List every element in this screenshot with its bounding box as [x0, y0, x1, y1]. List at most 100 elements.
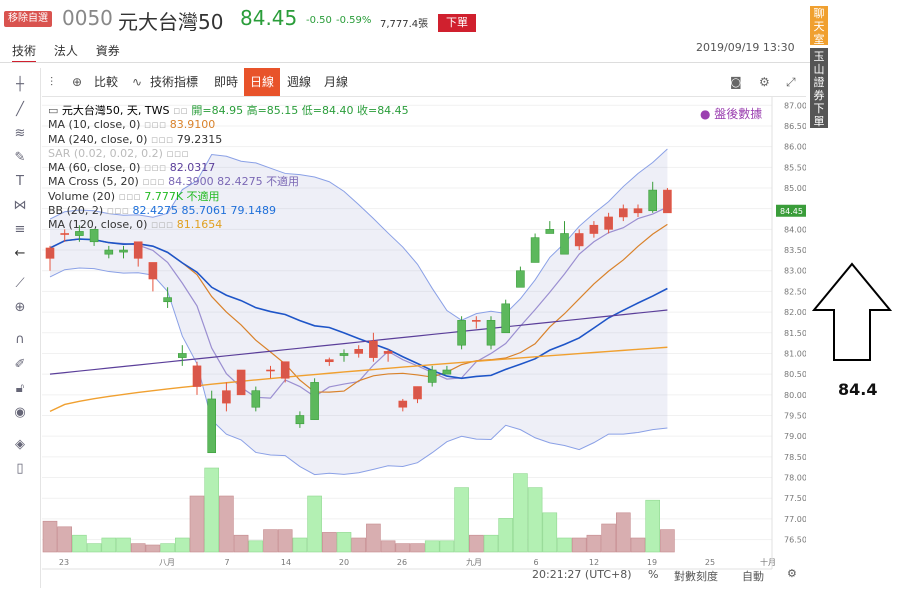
y-tick-label: 79.00 [784, 432, 806, 441]
candle-body [280, 361, 290, 379]
x-tick-label: 20 [339, 558, 349, 567]
volume-bar [86, 543, 102, 553]
y-tick-label: 81.50 [784, 329, 806, 338]
crosshair-icon[interactable]: ┼ [16, 77, 24, 92]
volume-bar [454, 487, 469, 553]
intraday-button[interactable]: 即時 [214, 75, 239, 89]
remove-watchlist-button[interactable]: 移除自選 [4, 11, 52, 27]
ruler-icon[interactable]: ⟋ [15, 276, 25, 291]
compare-icon[interactable]: ⊕ [72, 75, 83, 89]
price-chart[interactable]: 87.0086.5086.0085.5085.0084.5084.0083.50… [42, 97, 806, 585]
settings-icon[interactable]: ⚙ [787, 567, 797, 580]
clock-text: 20:21:27 (UTC+8) [532, 568, 632, 581]
y-tick-label: 86.50 [784, 122, 806, 131]
fibonacci-icon[interactable]: ≋ [14, 126, 26, 141]
candle-body [119, 249, 128, 253]
x-tick-label: 14 [281, 558, 291, 567]
legend-controls-icon[interactable]: ▫▫▫ [147, 132, 177, 146]
x-tick-label: 26 [397, 558, 407, 567]
back-arrow-icon[interactable]: ← [14, 246, 26, 261]
broker-order-button[interactable]: 玉山證券下單 [810, 48, 828, 128]
legend-line-label: SAR (0.02, 0.02, 0.2) [48, 146, 163, 160]
zoom-in-icon[interactable]: ⊕ [14, 300, 26, 315]
eye-icon[interactable]: ◉ [14, 405, 26, 420]
volume-bar [263, 529, 278, 553]
stock-code: 0050 [62, 6, 113, 30]
legend-title-row: ▭ 元大台灣50, 天, TWS ▫▫ 開=84.95 高=85.15 低=84… [48, 104, 409, 117]
x-tick-label: 八月 [159, 558, 175, 567]
legend-line: MA (60, close, 0) ▫▫▫ 82.0317 [48, 161, 409, 175]
candle-body [383, 351, 393, 354]
tab-margin[interactable]: 資券 [95, 44, 120, 58]
legend-line-label: MA (120, close, 0) [48, 218, 148, 232]
legend-controls-icon[interactable]: ▫▫▫ [138, 175, 169, 189]
percent-toggle[interactable]: % [648, 568, 659, 581]
ma-cross-fast-line [49, 206, 668, 399]
bollinger-band-fill [50, 149, 668, 475]
chat-room-button[interactable]: 聊天室 [810, 6, 828, 46]
candle-body [604, 216, 613, 230]
compare-button[interactable]: 比較 [94, 75, 119, 89]
legend-controls-icon[interactable]: ▫▫▫ [140, 118, 170, 132]
order-button[interactable]: 下單 [438, 14, 476, 32]
after-hours-label[interactable]: ● 盤後數據 [700, 107, 763, 121]
tab-technical[interactable]: 技術 [12, 44, 37, 63]
log-scale-toggle[interactable]: 對數刻度 [674, 570, 718, 583]
indicators-button[interactable]: 技術指標 [150, 75, 199, 89]
y-tick-label: 83.50 [784, 246, 806, 255]
volume-bar [586, 534, 602, 553]
auto-scale-toggle[interactable]: 自動 [742, 570, 764, 583]
candle-body [442, 369, 452, 375]
candle-body [427, 369, 437, 383]
lock-drawing-icon[interactable]: ✐ [14, 357, 26, 372]
tab-institutional[interactable]: 法人 [53, 44, 78, 58]
trash-icon[interactable]: ▯ [16, 461, 24, 476]
volume-bar [42, 520, 58, 553]
candle-body [60, 233, 70, 235]
price-change: -0.50 [306, 15, 332, 26]
legend-controls-icon[interactable]: ▫▫▫ [162, 146, 189, 160]
x-tick-label: 十月 [760, 557, 776, 567]
fullscreen-icon[interactable]: ⤢ [786, 75, 796, 89]
candle-body [618, 208, 628, 218]
pattern-icon[interactable]: ⋈ [13, 198, 27, 213]
volume-bar [557, 537, 572, 553]
x-tick-label: 12 [589, 558, 599, 567]
candle-body [413, 386, 422, 400]
magnet-icon[interactable]: ∩ [15, 332, 25, 347]
indicator-icon[interactable]: ∿ [132, 75, 143, 89]
layers-icon[interactable]: ◈ [15, 437, 25, 452]
brush-icon[interactable]: ✎ [14, 150, 26, 165]
candle-body [148, 262, 158, 280]
monthly-button[interactable]: 月線 [324, 75, 349, 89]
text-tool-icon[interactable]: T [16, 174, 24, 189]
legend-controls-icon[interactable]: ▫▫▫ [115, 189, 145, 203]
y-tick-label: 80.50 [784, 370, 806, 379]
weekly-button[interactable]: 週線 [287, 75, 312, 89]
trend-line-icon[interactable]: ╱ [16, 102, 24, 117]
camera-icon[interactable]: ◙ [730, 75, 742, 89]
candle-body [75, 231, 84, 236]
legend-line-label: MA (240, close, 0) [48, 132, 148, 146]
candle-body [251, 390, 261, 408]
candle-body [354, 349, 364, 354]
legend-line: MA Cross (5, 20) ▫▫▫ 84.3900 82.4275 不適用 [48, 175, 409, 189]
candle-body [133, 241, 143, 259]
volume-bar [615, 512, 631, 553]
daily-button[interactable]: 日線 [244, 68, 281, 96]
legend-controls-icon[interactable]: ▫▫▫ [147, 218, 177, 232]
current-price-label: 84.45 [780, 207, 803, 216]
legend-line-label: MA Cross (5, 20) [48, 175, 139, 189]
candle-body [501, 303, 511, 334]
prediction-icon[interactable]: ≡ [14, 222, 26, 237]
quote-header: 移除自選 0050 元大台灣50 84.45 -0.50 -0.59% 7,77… [0, 0, 810, 63]
candle-type-icon[interactable]: ⫶ [50, 75, 54, 89]
legend-controls-icon[interactable]: ▫▫▫ [140, 161, 170, 175]
legend-controls-icon[interactable]: ▫▫▫ [103, 204, 133, 218]
candle-body [545, 229, 555, 234]
sidebar-divider [40, 68, 41, 588]
volume-bar [307, 495, 322, 553]
lock-icon[interactable]: 🔓︎ [15, 381, 25, 396]
gear-icon[interactable]: ⚙ [759, 75, 770, 89]
volume-bar [395, 543, 411, 553]
